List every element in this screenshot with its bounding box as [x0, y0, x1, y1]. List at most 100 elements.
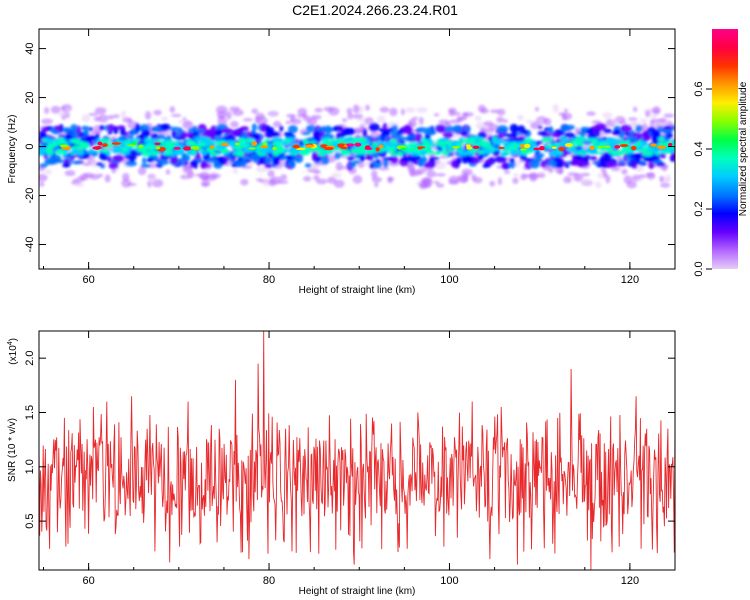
spectrogram-cell	[441, 150, 450, 156]
spectrogram-cell	[561, 114, 568, 121]
spectrogram-cell	[272, 120, 282, 128]
spectrogram-cell	[462, 112, 469, 119]
spectrogram-cell	[43, 155, 49, 159]
spectrogram-cell	[639, 118, 648, 124]
spectrogram-cell	[587, 132, 597, 140]
spectrogram-cell	[192, 148, 197, 156]
colorbar-tick-label: 0.2	[693, 201, 705, 216]
spectrogram-cell	[656, 162, 666, 167]
spectrogram-cell	[647, 156, 660, 162]
spectrogram-cell	[564, 142, 573, 148]
spectrogram-cell	[340, 146, 348, 150]
spectrogram-cell	[654, 152, 661, 156]
chart-title: C2E1.2024.266.23.24.R01	[292, 2, 458, 18]
spectrogram-cell	[486, 142, 492, 149]
spectrogram-cell	[265, 143, 274, 147]
spectrogram-cell	[170, 156, 179, 165]
spectrogram-cell	[378, 144, 384, 149]
spectrogram-cell	[389, 107, 398, 117]
spectrogram-cell	[297, 107, 308, 116]
spectrogram-cell	[249, 153, 260, 161]
spectrogram-cell	[642, 150, 653, 157]
spectrogram-cell	[645, 110, 651, 118]
spectrogram-cell	[141, 150, 152, 157]
spectrogram-cell	[59, 144, 69, 148]
spectrogram-cell	[277, 180, 289, 184]
spectrogram-cell	[456, 115, 464, 122]
spectrogram-cell	[154, 142, 161, 146]
spectrogram-cell	[225, 110, 232, 120]
spectrogram-cell	[620, 124, 633, 133]
spectrogram-cell	[616, 163, 627, 167]
spectrogram-cell	[466, 146, 473, 150]
spectrogram-cell	[426, 170, 437, 178]
spectrogram-cell	[217, 116, 228, 126]
spectrogram-cell	[272, 156, 280, 163]
snr-y-multiplier-exp: 4	[7, 341, 14, 345]
spectrogram-cell	[314, 107, 323, 113]
spectrogram-cell	[251, 130, 256, 134]
spectrogram-cell	[169, 106, 176, 113]
spectrogram-cell	[623, 149, 628, 154]
spectrogram-y-axis-label: Frequency (Hz)	[7, 115, 18, 184]
snr-x-tick-label: 100	[440, 575, 458, 587]
spectrogram-cell	[174, 136, 187, 141]
spectrogram-cell	[670, 153, 675, 159]
spectrogram-cell	[396, 150, 404, 157]
spectrogram-cell	[364, 139, 370, 145]
spectrogram-cell	[160, 124, 169, 130]
spectrogram-cell	[274, 147, 285, 154]
spectrogram-cell	[426, 127, 433, 134]
spectrogram-cell	[433, 151, 442, 156]
spectrogram-cell	[621, 168, 628, 175]
spectrogram-cell	[596, 129, 601, 137]
spectrogram-cell	[643, 135, 651, 142]
colorbar-tick-label: 0.0	[693, 261, 705, 276]
spectrogram-cell	[435, 173, 446, 177]
spectrogram-cell	[220, 142, 229, 146]
spectrogram-cell	[653, 132, 662, 138]
colorbar: 0.0 0.2 0.4 0.6 Normalized spectral amplitu…	[693, 29, 749, 277]
spectrogram-cell	[560, 151, 572, 155]
spectrogram-cell	[58, 111, 64, 117]
spectrogram-cell	[482, 147, 492, 155]
spectrogram-cell	[111, 147, 122, 154]
spectrogram-cell	[336, 132, 346, 139]
spectrogram-cell	[187, 170, 194, 179]
spectrogram-cell	[365, 149, 377, 155]
spectrogram-cell	[613, 128, 621, 136]
spectrogram-cell	[663, 125, 673, 130]
spectrogram-cell	[378, 167, 390, 171]
spectrogram-cell	[530, 142, 537, 148]
spectrogram-cell	[540, 160, 550, 165]
spectrogram-cell	[626, 180, 637, 189]
spectrogram-cell	[426, 138, 433, 143]
spectrogram-cell	[561, 124, 569, 132]
spectrogram-cell	[564, 132, 575, 138]
spectrogram-cell	[230, 120, 239, 128]
spectrogram-cell	[529, 159, 540, 169]
spectrogram-cell	[513, 172, 519, 178]
spectrogram-cell	[420, 183, 432, 188]
spectrogram-cell	[220, 127, 233, 134]
spectrogram-cell	[316, 126, 328, 132]
spectrogram-cell	[234, 142, 240, 146]
spectrogram-cell	[71, 160, 82, 165]
spectrogram-cell	[255, 178, 264, 182]
spectrogram-cell	[550, 150, 559, 157]
spectrogram-cell	[633, 106, 638, 113]
spectrogram-cell	[490, 145, 495, 149]
spectrogram-cell	[563, 176, 572, 184]
snr-y-multiplier-base: (x10	[8, 345, 19, 365]
spectrogram-cell	[197, 142, 207, 147]
spectrogram-cell	[357, 117, 367, 122]
snr-y-axis-label: SNR (10 * v/v)	[7, 418, 18, 482]
spectrogram-cell	[451, 145, 461, 149]
spectrogram-cell	[260, 145, 269, 149]
spectrogram-cell	[534, 119, 544, 128]
spectrogram-cell	[200, 150, 208, 156]
spectrogram-cell	[442, 131, 454, 139]
spectrogram-cell	[123, 140, 131, 144]
spectrogram-cell	[150, 126, 161, 132]
spectrogram-cell	[146, 137, 152, 142]
